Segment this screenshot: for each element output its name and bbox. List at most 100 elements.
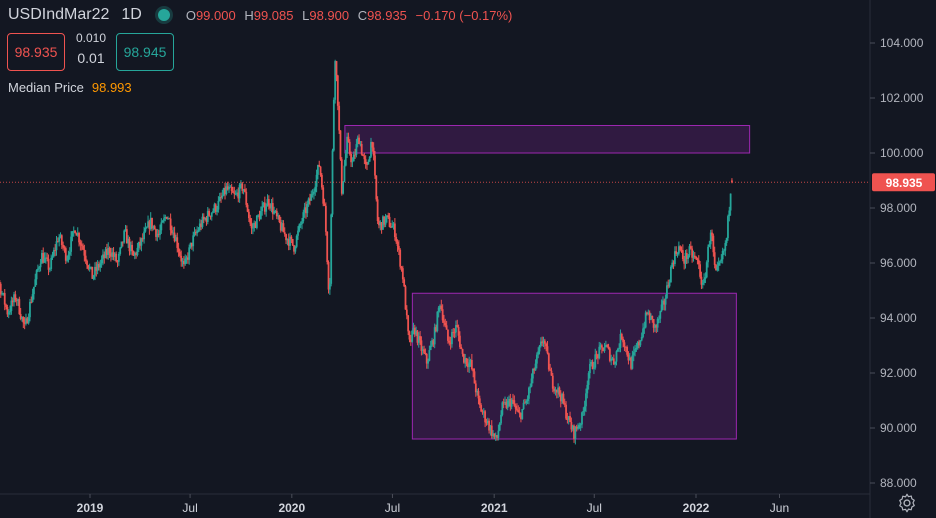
candle-body: [573, 425, 575, 440]
candle-body: [675, 251, 678, 254]
candle-body: [346, 136, 349, 154]
candle-body: [623, 342, 626, 347]
candle-body: [644, 312, 647, 328]
candle-body: [198, 223, 201, 231]
candle-body: [175, 237, 177, 242]
candle-body: [689, 246, 692, 249]
candle-body: [217, 200, 220, 210]
candle-body: [317, 164, 319, 175]
candle-body: [356, 137, 359, 145]
candle-body: [415, 330, 418, 335]
candle-body: [577, 428, 579, 429]
candle-body: [432, 340, 435, 345]
candle-body: [583, 406, 586, 411]
candle-body: [553, 388, 556, 392]
candle-body: [709, 232, 712, 245]
candle-body: [729, 193, 732, 211]
symbol-name[interactable]: USDIndMar22: [8, 6, 110, 23]
candle-body: [526, 398, 529, 401]
candle-body: [352, 154, 355, 162]
candle-body: [725, 238, 728, 244]
candle-body: [127, 238, 130, 244]
candle-body: [180, 255, 183, 262]
candle-body: [0, 283, 2, 295]
candle-body: [634, 349, 636, 353]
candle-body: [218, 196, 221, 201]
candle-body: [82, 245, 84, 250]
candle-body: [344, 153, 347, 166]
time-tick-label: Jul: [182, 501, 197, 515]
candle-body: [566, 418, 569, 420]
candle-body: [17, 299, 19, 301]
candle-body: [459, 335, 461, 347]
candle-body: [651, 315, 654, 320]
candle-body: [354, 154, 356, 156]
candle-body: [622, 338, 625, 343]
candle-body: [251, 227, 254, 229]
candle-body: [582, 410, 585, 413]
candle-body: [530, 378, 533, 387]
candle-body: [589, 363, 591, 374]
candle-body: [363, 156, 366, 160]
candle-body: [206, 210, 209, 222]
price-tick-label: 88.000: [880, 476, 917, 490]
candle-body: [650, 315, 652, 321]
candle-body: [318, 164, 321, 167]
candle-body: [220, 196, 222, 198]
buy-button[interactable]: 98.945: [116, 33, 174, 71]
candle-body: [27, 317, 30, 324]
candle-body: [429, 345, 432, 351]
candle-body: [83, 249, 86, 256]
candle-body: [100, 259, 103, 264]
candle-body: [186, 257, 189, 260]
candle-body: [156, 233, 159, 237]
candle-body: [648, 312, 651, 321]
candle-body: [72, 230, 75, 232]
candle-body: [667, 285, 670, 287]
candle-body: [34, 279, 37, 287]
candle-body: [160, 222, 163, 231]
timeframe[interactable]: 1D: [121, 6, 142, 23]
candle-body: [290, 236, 293, 239]
candle-body: [554, 389, 557, 392]
candle-body: [334, 61, 337, 100]
candle-body: [102, 254, 104, 260]
candle-body: [635, 348, 638, 350]
candle-body: [408, 331, 411, 340]
candle-body: [315, 174, 318, 187]
price-tick-label: 98.000: [880, 201, 917, 215]
candle-body: [90, 266, 92, 268]
candle-body: [355, 144, 358, 155]
candle-body: [521, 408, 524, 419]
candle-body: [282, 223, 285, 233]
candle-body: [717, 262, 720, 266]
candle-body: [409, 339, 412, 342]
sell-button[interactable]: 98.935: [7, 33, 65, 71]
candle-body: [237, 192, 240, 199]
candle-body: [242, 189, 245, 191]
gear-icon[interactable]: [896, 492, 918, 514]
candle-body: [435, 327, 437, 332]
candle-body: [399, 249, 402, 267]
candle-body: [289, 236, 291, 246]
candle-body: [712, 235, 715, 253]
quantity-value[interactable]: 0.01: [77, 50, 105, 66]
candle-body: [23, 322, 26, 324]
candle-body: [460, 346, 463, 350]
indicator-legend[interactable]: Median Price 98.993: [8, 80, 132, 95]
candle-body: [700, 276, 703, 285]
range-zone: [411, 292, 737, 440]
candle-body: [266, 199, 269, 207]
candle-body: [50, 257, 53, 269]
candle-body: [358, 137, 360, 145]
candle-body: [731, 180, 733, 183]
candle-body: [728, 210, 731, 217]
candle-body: [502, 402, 505, 404]
candle-body: [518, 412, 521, 414]
low-value: 98.900: [309, 7, 350, 23]
candle-body: [461, 349, 464, 354]
candle-body: [250, 223, 253, 229]
candle-body: [680, 249, 683, 251]
candle-body: [301, 221, 303, 224]
